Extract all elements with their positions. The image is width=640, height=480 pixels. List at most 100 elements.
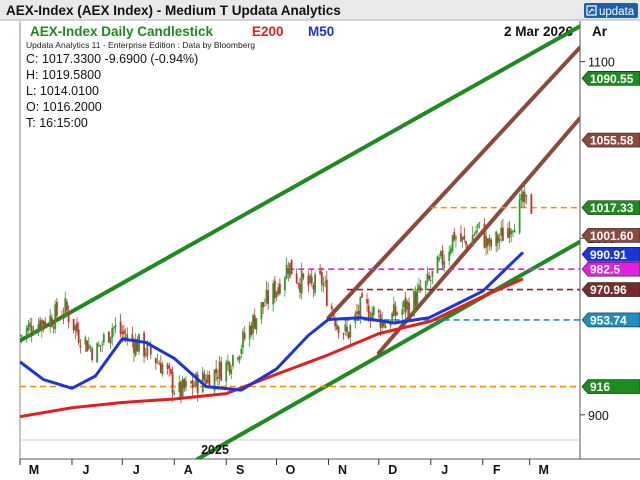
candle <box>460 225 462 243</box>
candle <box>91 346 93 363</box>
candle <box>99 345 102 353</box>
candle <box>403 299 405 314</box>
candle <box>429 275 432 289</box>
candle <box>332 308 335 318</box>
candle <box>203 369 206 383</box>
candle <box>20 333 21 338</box>
candle <box>428 271 431 281</box>
candle <box>496 232 499 251</box>
candle <box>366 293 368 312</box>
candle <box>27 320 30 333</box>
candle <box>342 332 345 340</box>
candle <box>347 331 350 340</box>
candle <box>195 371 197 389</box>
candle <box>337 325 340 339</box>
x-tick-label: A <box>184 463 193 477</box>
candle <box>518 193 521 235</box>
candle <box>242 328 244 355</box>
candle <box>84 335 87 353</box>
trendline-brown-upper <box>326 45 580 320</box>
candle <box>273 275 276 304</box>
candle <box>49 308 52 333</box>
candle <box>436 255 439 274</box>
candle <box>406 299 409 317</box>
candle <box>478 221 481 229</box>
candle <box>206 370 209 384</box>
candle <box>190 380 192 385</box>
candle <box>154 357 157 370</box>
candle <box>109 336 112 349</box>
price-flag-label: 990.91 <box>590 248 627 262</box>
candle <box>392 296 395 317</box>
x-tick-label: F <box>493 463 501 477</box>
price-flag-label: 1090.55 <box>590 72 634 86</box>
candle <box>77 321 80 346</box>
x-axis: M J J A S O N D J F M 2025 <box>19 443 549 477</box>
chart-name-label: AEX-Index Daily Candlestick <box>30 24 214 39</box>
candle <box>297 282 300 289</box>
candle <box>319 264 322 276</box>
candle <box>55 297 58 320</box>
candle <box>169 368 172 376</box>
candle <box>227 354 229 371</box>
candle <box>260 302 263 324</box>
candle <box>228 361 231 376</box>
candle <box>483 217 486 249</box>
price-flag: 953.74 <box>581 312 640 327</box>
candle <box>171 366 174 402</box>
candle <box>346 318 348 337</box>
candle <box>61 310 63 319</box>
candle <box>52 321 55 334</box>
candle <box>230 364 233 380</box>
candle <box>96 341 99 363</box>
candle <box>465 240 467 253</box>
candle <box>449 245 452 256</box>
candle <box>453 228 456 242</box>
candle <box>439 250 442 259</box>
updata-logo-text: updata <box>599 6 635 18</box>
axis-caption: Ar <box>592 24 608 39</box>
candle <box>426 266 429 286</box>
candle <box>50 313 53 328</box>
candle <box>500 220 503 243</box>
candle <box>218 355 221 386</box>
candle <box>285 257 288 280</box>
candle <box>232 354 234 370</box>
candle <box>131 326 134 348</box>
window-title: AEX-Index (AEX Index) - Medium T Updata … <box>6 3 341 18</box>
candle <box>243 326 246 341</box>
candle <box>344 320 347 336</box>
candle <box>168 362 171 377</box>
candle <box>404 292 407 321</box>
candle <box>185 376 187 392</box>
candle <box>25 325 28 343</box>
candle <box>126 327 129 346</box>
x-tick-label: M <box>29 463 39 477</box>
candle <box>530 193 533 215</box>
candle <box>102 332 105 346</box>
high-readout: H: 1019.5800 <box>26 68 101 82</box>
candle <box>79 339 82 354</box>
candle <box>262 301 265 315</box>
price-flag: 970.96 <box>581 282 640 297</box>
candle <box>66 298 68 314</box>
candle <box>253 308 256 330</box>
candle <box>220 356 223 382</box>
moving-averages <box>20 251 525 419</box>
candle <box>488 234 491 251</box>
candle <box>86 339 88 352</box>
candle <box>178 375 181 399</box>
candle <box>443 254 446 273</box>
candle <box>67 305 70 329</box>
candle <box>401 301 404 322</box>
price-flag-label: 982.5 <box>590 263 620 277</box>
candle <box>76 317 78 336</box>
candle <box>522 189 524 208</box>
candle <box>134 333 137 358</box>
candle <box>64 291 67 319</box>
candle <box>191 373 194 397</box>
low-readout: L: 1014.0100 <box>26 84 99 98</box>
price-flag: 982.5 <box>581 261 640 277</box>
candle <box>377 308 380 319</box>
candle <box>205 374 208 387</box>
